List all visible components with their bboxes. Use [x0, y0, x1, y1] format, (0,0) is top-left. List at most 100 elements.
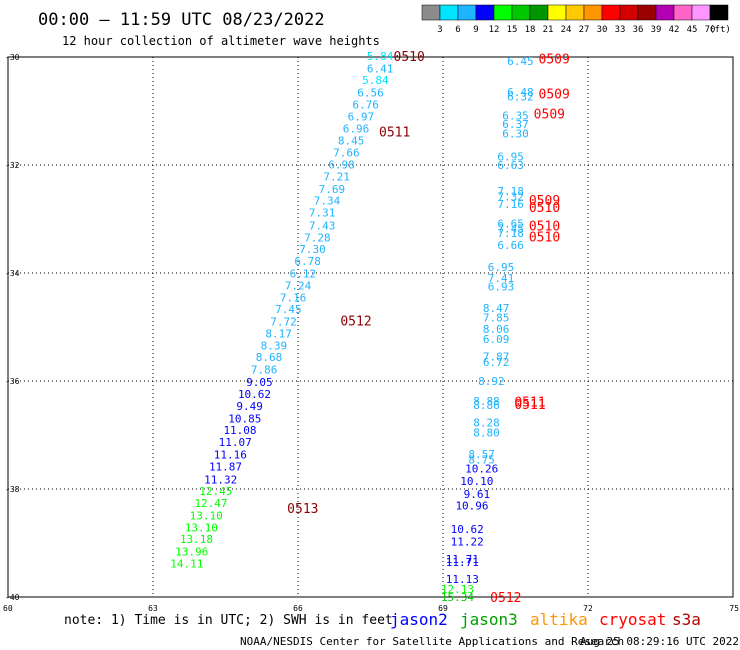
wave-height-point: 13.10 [190, 509, 223, 522]
pass-time-label: 0509 [539, 88, 570, 103]
y-tick-label: -38 [5, 485, 20, 494]
wave-height-point: 7.31 [309, 207, 336, 220]
wave-height-point: 6.41 [367, 62, 394, 75]
wave-height-point: 10.10 [460, 475, 493, 488]
wave-height-point: 11.22 [451, 535, 484, 548]
wave-height-point: 7.30 [299, 243, 326, 256]
wave-height-point: 7.45 [275, 303, 302, 316]
colorbar-label: 33 [615, 25, 626, 35]
colorbar-swatch [547, 4, 567, 21]
colorbar-label: 70 [705, 25, 716, 35]
wave-height-point: 6.30 [502, 128, 529, 141]
wave-height-point: 6.09 [483, 333, 510, 346]
wave-height-point: 6.56 [357, 87, 384, 100]
pass-time-label: 0513 [287, 502, 318, 517]
wave-height-point: 7.43 [309, 219, 336, 232]
wave-height-point: 7.32 [497, 190, 524, 203]
wave-height-point: 13.18 [180, 533, 213, 546]
colorbar-label: 27 [579, 25, 590, 35]
colorbar-swatch [457, 4, 477, 21]
wave-height-point: 12.47 [194, 497, 227, 510]
x-tick-label: 63 [148, 604, 158, 613]
wave-height-point: 6.97 [348, 110, 375, 123]
wave-height-point: 6.96 [343, 122, 370, 135]
footer-credit: NOAA/NESDIS Center for Satellite Applica… [240, 635, 624, 648]
pass-time-label: 0512 [490, 591, 521, 606]
colorbar-label: 12 [489, 25, 500, 35]
plot-frame [7, 56, 734, 598]
wave-height-point: 7.21 [323, 170, 350, 183]
wave-height-point: 8.86 [473, 399, 500, 412]
y-tick-label: -36 [5, 377, 20, 386]
y-tick-label: -32 [5, 161, 20, 170]
colorbar-swatch [583, 4, 603, 21]
colorbar-label: 45 [687, 25, 698, 35]
x-tick-label: 66 [293, 604, 303, 613]
x-tick-label: 72 [583, 604, 593, 613]
wave-height-point: 7.87 [483, 351, 510, 364]
wave-height-point: 5.84 [362, 74, 389, 87]
wave-height-point: 11.13 [446, 573, 479, 586]
wave-height-point: 6.76 [352, 99, 379, 112]
wave-height-point: 11.16 [214, 448, 247, 461]
wave-height-point: 8.45 [338, 135, 365, 148]
wave-height-point: 7.45 [497, 223, 524, 236]
wave-height-point: 11.71 [446, 553, 479, 566]
wave-height-point: 6.98 [328, 158, 355, 171]
wave-height-point: 6.66 [497, 239, 524, 252]
wave-height-point: 13.10 [185, 521, 218, 534]
colorbar-label: 3 [437, 25, 442, 35]
wave-height-point: 10.85 [228, 412, 261, 425]
wave-height-point: 9.61 [464, 488, 491, 501]
chart-subtitle: 12 hour collection of altimeter wave hei… [62, 34, 380, 48]
wave-height-point: 10.62 [238, 388, 271, 401]
wave-height-point: 7.24 [285, 279, 312, 292]
wave-height-point: 8.06 [483, 323, 510, 336]
colorbar-label: 42 [669, 25, 680, 35]
wave-height-point: 8.92 [478, 375, 505, 388]
colorbar-swatch [421, 4, 441, 21]
wave-height-point: 7.18 [497, 185, 524, 198]
x-tick-label: 75 [729, 604, 739, 613]
wave-height-point: 7.69 [319, 183, 346, 196]
wave-height-point: 8.28 [473, 417, 500, 430]
pass-time-label: 0510 [529, 230, 560, 245]
wave-height-point: 6.12 [290, 268, 317, 281]
wave-height-point: 14.11 [170, 558, 203, 571]
wave-height-point: 8.57 [468, 448, 495, 461]
mission-jason2: jason2 [390, 610, 448, 629]
wave-height-point: 7.66 [333, 147, 360, 160]
wave-height-point: 7.85 [483, 311, 510, 324]
wave-height-point: 6.35 [502, 109, 529, 122]
wave-height-point: 11.07 [219, 436, 252, 449]
colorbar-swatch [529, 4, 549, 21]
colorbar-swatch [601, 4, 621, 21]
wave-height-point: 9.05 [246, 376, 273, 389]
mission-legend: jason2 jason3 altika cryosat s3a [390, 610, 701, 629]
colorbar-label: 9 [473, 25, 478, 35]
wave-height-point: 11.08 [223, 424, 256, 437]
colorbar-swatch [511, 4, 531, 21]
x-tick-label: 60 [3, 604, 13, 613]
colorbar-swatch [637, 4, 657, 21]
x-tick-label: 69 [438, 604, 448, 613]
colorbar-swatch [673, 4, 693, 21]
colorbar-swatch [565, 4, 585, 21]
footer-note: note: 1) Time is in UTC; 2) SWH is in fe… [64, 613, 393, 628]
wave-height-point: 10.96 [455, 500, 488, 513]
wave-height-point: 5.84 [367, 50, 394, 63]
colorbar-label: 24 [561, 25, 572, 35]
colorbar-swatch [655, 4, 675, 21]
wave-height-point: 7.16 [497, 198, 524, 211]
wave-height-point: 6.32 [507, 90, 534, 103]
wave-height-point: 8.80 [473, 426, 500, 439]
wave-height-point: 8.17 [265, 327, 292, 340]
pass-time-label: 0510 [529, 201, 560, 216]
pass-time-label: 0509 [529, 194, 560, 209]
wave-height-point: 7.41 [488, 272, 515, 285]
wave-height-point: 7.34 [314, 195, 341, 208]
wave-height-point: 6.65 [497, 217, 524, 230]
wave-height-point: 7.28 [304, 231, 331, 244]
colorbar-label: (ft) [709, 25, 731, 35]
